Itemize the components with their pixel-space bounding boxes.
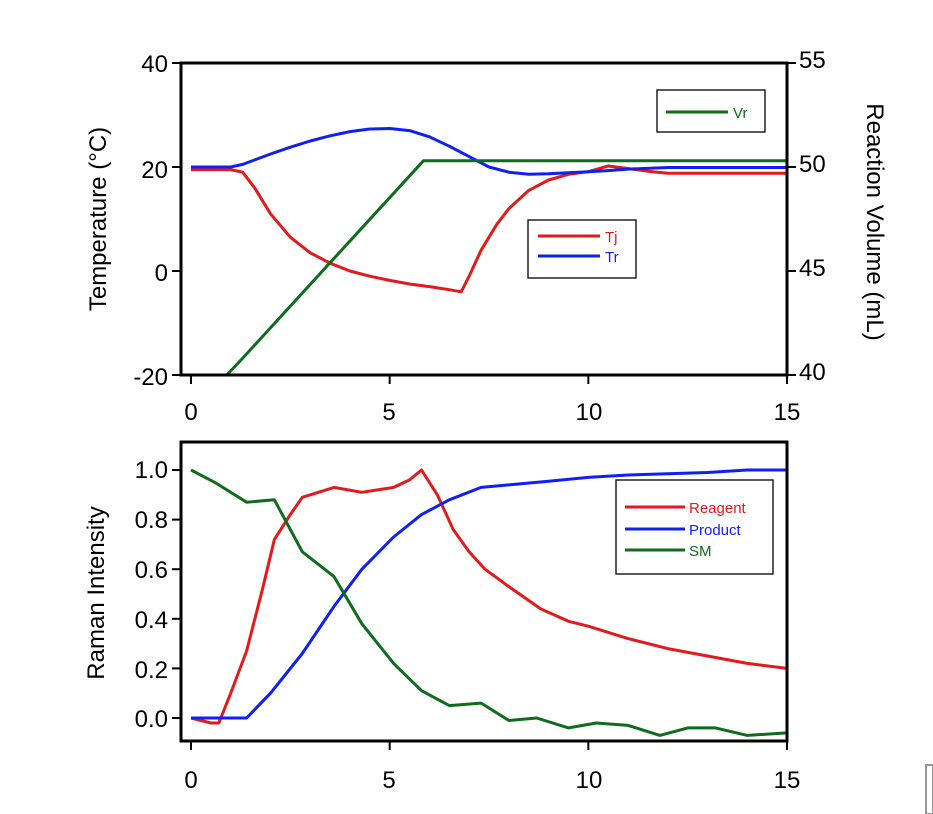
- series-line-product: [191, 468, 787, 720]
- legend-vr-label: Vr: [733, 105, 747, 122]
- bottom-y-tick-label: 0.4: [135, 607, 168, 634]
- legend-vr: Vr: [656, 89, 766, 133]
- legend-reagent-label: Reagent: [689, 500, 747, 517]
- legend-tj-tr-box: [527, 219, 637, 279]
- top-y2-axis-title: Reaction Volume (mL): [861, 103, 888, 340]
- top-y2-tick-label: 55: [799, 47, 826, 74]
- top-x-tick-label: 10: [576, 399, 603, 426]
- legend-raman: Reagent Product SM: [615, 479, 774, 575]
- series-line-tr: [191, 127, 787, 176]
- top-y-tick-label: 40: [141, 51, 168, 78]
- temperature-volume-chart: 40 20 0 -20 55 50 45 40 0 5 10 15 Temper…: [85, 47, 888, 426]
- bottom-y-tick-label: 0.0: [135, 706, 168, 733]
- series-line-reagent: [190, 468, 788, 725]
- top-y2-tick-label: 45: [799, 255, 826, 282]
- bottom-x-tick-label: 5: [382, 767, 395, 794]
- bottom-y-tick-label: 0.6: [135, 557, 168, 584]
- bottom-x-tick-label: 15: [774, 767, 801, 794]
- top-curves: [191, 127, 787, 377]
- top-plot-frame: [179, 61, 789, 377]
- top-y2-tick-label: 40: [799, 359, 826, 386]
- legend-product-label: Product: [689, 522, 742, 539]
- legend-tj-label: Tj: [605, 229, 618, 246]
- bottom-y-axis-title: Raman Intensity: [83, 506, 110, 679]
- bottom-y-tick-label: 1.0: [135, 457, 168, 484]
- legend-tj-tr: Tj Tr: [527, 219, 637, 279]
- top-y-tick-label: 0: [155, 260, 168, 287]
- bottom-x-tick-label: 0: [184, 767, 197, 794]
- raman-intensity-chart: 1.0 0.8 0.6 0.4 0.2 0.0 0 5 10 15 Raman …: [83, 440, 801, 794]
- series-line-tj: [191, 164, 787, 294]
- bottom-x-tick-label: 10: [576, 767, 603, 794]
- series-line-vr: [191, 159, 787, 377]
- bottom-y-tick-label: 0.8: [135, 507, 168, 534]
- bottom-axis-ticks: [172, 469, 788, 750]
- top-y2-tick-label: 50: [799, 151, 826, 178]
- bottom-y-tick-label: 0.2: [135, 657, 168, 684]
- top-y-tick-label: -20: [133, 364, 168, 391]
- top-y-axis-title: Temperature (°C): [85, 127, 112, 311]
- top-x-tick-label: 5: [382, 399, 395, 426]
- top-y-tick-label: 20: [141, 157, 168, 184]
- top-x-tick-label: 0: [184, 399, 197, 426]
- bottom-plot-frame: [179, 440, 789, 743]
- top-x-tick-label: 15: [774, 399, 801, 426]
- legend-raman-box: [615, 479, 774, 575]
- cropped-frame-edge: [925, 764, 933, 814]
- legend-sm-label: SM: [689, 543, 712, 560]
- top-axis-ticks: [172, 62, 796, 384]
- series-line-sm: [190, 468, 788, 737]
- bottom-curves: [190, 468, 788, 737]
- legend-tr-label: Tr: [605, 249, 619, 266]
